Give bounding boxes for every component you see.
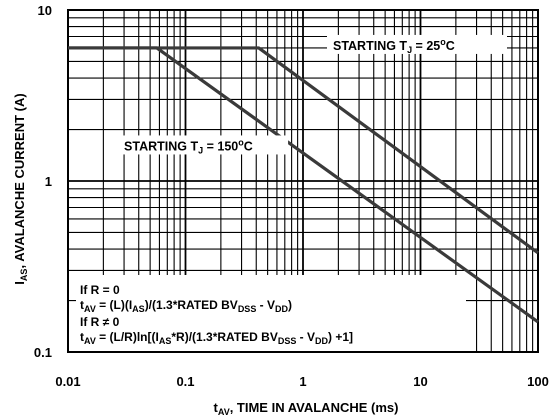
x-tick-label: 0.1 <box>176 374 194 389</box>
series-line-2 <box>68 46 539 324</box>
y-axis-label: IAS, AVALANCHE CURRENT (A) <box>12 93 29 284</box>
series-label-1: STARTING TJ = 25oC <box>333 37 455 55</box>
annotation-formula-2: tAV = (L/R)ln[(IAS*R)/(1.3*RATED BVDSS -… <box>80 330 353 346</box>
annotation-bg <box>76 275 466 351</box>
series-label-bg <box>326 34 507 54</box>
series-lines <box>68 46 539 324</box>
annotation-line-1: If R = 0 <box>80 283 120 297</box>
x-tick-label: 0.01 <box>55 374 80 389</box>
y-tick-label: 1 <box>45 174 52 189</box>
plot-frame <box>67 9 539 353</box>
y-tick-label: 0.1 <box>34 345 52 360</box>
series-label-2: STARTING TJ = 150oC <box>124 137 253 155</box>
x-tick-label: 10 <box>413 374 427 389</box>
annotation-line-3: If R ≠ 0 <box>80 315 120 329</box>
x-tick-label: 1 <box>299 374 306 389</box>
y-tick-label: 10 <box>38 3 52 18</box>
series-labels: STARTING TJ = 25oC STARTING TJ = 150oC <box>118 34 507 155</box>
x-axis-label: tAV, TIME IN AVALANCHE (ms) <box>214 400 399 417</box>
annotation-formula-1: tAV = (L)(IAS)/(1.3*RATED BVDSS - VDD) <box>80 298 292 314</box>
x-tick-label: 100 <box>527 374 549 389</box>
series-label-bg <box>118 135 289 155</box>
